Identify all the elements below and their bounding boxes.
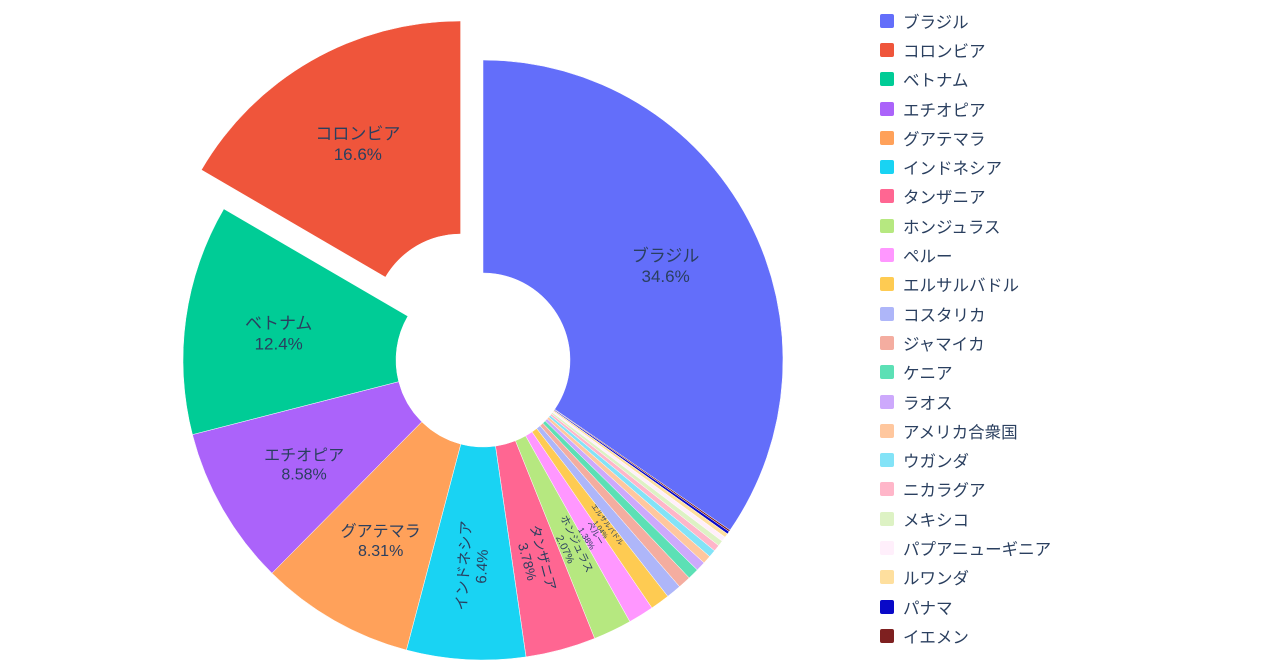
legend-item[interactable]: イエメン: [880, 621, 1051, 650]
legend-item-label: エチオピア: [903, 101, 986, 120]
legend-item-label: ブラジル: [903, 13, 969, 32]
pie-slice-label: コロンビア 16.6%: [315, 125, 400, 164]
legend-item[interactable]: タンザニア: [880, 182, 1051, 211]
legend-item[interactable]: ペルー: [880, 240, 1051, 269]
legend-color-swatch: [880, 218, 894, 233]
legend-color-swatch: [880, 42, 894, 57]
legend-color-swatch: [880, 101, 894, 116]
legend-item-label: アメリカ合衆国: [903, 423, 1018, 442]
pie-slice[interactable]: [482, 59, 784, 531]
legend-item-label: パナマ: [903, 599, 953, 618]
legend-item-label: ベトナム: [903, 72, 969, 91]
legend-item-label: コロンビア: [903, 42, 986, 61]
pie-slice[interactable]: [271, 421, 462, 651]
legend-item-label: ルワンダ: [903, 570, 969, 589]
legend-item[interactable]: グアテマラ: [880, 123, 1051, 152]
legend-item[interactable]: アメリカ合衆国: [880, 416, 1051, 445]
legend: ブラジルコロンビアベトナムエチオピアグアテマラインドネシア タンザニアホンジュラス…: [880, 6, 1051, 651]
legend-color-swatch: [880, 306, 894, 321]
legend-item-label: メキシコ: [903, 511, 969, 530]
legend-item[interactable]: ウガンダ: [880, 445, 1051, 474]
legend-item-label: ケニア: [903, 365, 953, 384]
legend-color-swatch: [880, 189, 894, 204]
legend-item[interactable]: パナマ: [880, 592, 1051, 621]
legend-item-label: コスタリカ: [903, 306, 986, 325]
legend-color-swatch: [880, 423, 894, 438]
legend-item-label: パプアニューギニア: [903, 540, 1052, 559]
pie-slice-label: エチオピア 8.58%: [264, 447, 344, 483]
legend-color-swatch: [880, 13, 894, 28]
pie-slice-label: ベトナム 12.4%: [245, 314, 313, 353]
legend-item-label: ジャマイカ: [903, 335, 985, 354]
pie-slice[interactable]: [192, 381, 423, 574]
pie-slice[interactable]: [201, 20, 461, 278]
legend-item[interactable]: パプアニューギニア: [880, 533, 1051, 562]
legend-item-label: インドネシア: [903, 160, 1002, 179]
legend-color-swatch: [880, 160, 894, 175]
legend-item[interactable]: ブラジル: [880, 6, 1051, 35]
legend-color-swatch: [880, 365, 894, 380]
legend-item-label: ホンジュラス: [903, 218, 1001, 237]
legend-color-swatch: [880, 511, 894, 526]
legend-item[interactable]: メキシコ: [880, 504, 1051, 533]
legend-item[interactable]: ケニア: [880, 358, 1051, 387]
legend-item[interactable]: ジャマイカ: [880, 328, 1051, 357]
legend-item[interactable]: インドネシア: [880, 152, 1051, 181]
pie-slice-label: グアテマラ 8.31%: [341, 523, 421, 560]
pie-slice[interactable]: [182, 208, 409, 435]
legend-item[interactable]: ホンジュラス: [880, 211, 1051, 240]
legend-item[interactable]: ラオス: [880, 387, 1051, 416]
legend-item-label: ラオス: [903, 394, 953, 413]
pie-slice[interactable]: [406, 443, 527, 661]
legend-color-swatch: [880, 394, 894, 409]
legend-item[interactable]: コロンビア: [880, 35, 1051, 64]
legend-item-label: ニカラグア: [903, 482, 986, 501]
legend-item-label: イエメン: [903, 628, 969, 647]
legend-item-label: ペルー: [903, 248, 953, 267]
legend-color-swatch: [880, 540, 894, 555]
legend-item-label: グアテマラ: [903, 130, 986, 149]
legend-item[interactable]: ニカラグア: [880, 475, 1051, 504]
legend-color-swatch: [880, 453, 894, 468]
legend-item[interactable]: エルサルバドル: [880, 270, 1051, 299]
legend-item[interactable]: ルワンダ: [880, 563, 1051, 592]
legend-color-swatch: [880, 335, 894, 350]
legend-color-swatch: [880, 599, 894, 614]
legend-item[interactable]: エチオピア: [880, 94, 1051, 123]
legend-color-swatch: [880, 482, 894, 497]
legend-item-label: エルサルバドル: [903, 277, 1019, 296]
legend-item-label: タンザニア: [903, 189, 986, 208]
legend-color-swatch: [880, 130, 894, 145]
legend-color-swatch: [880, 570, 894, 585]
legend-color-swatch: [880, 628, 894, 643]
legend-color-swatch: [880, 277, 894, 292]
legend-color-swatch: [880, 72, 894, 87]
pie-slice-label: インドネシア6.4%: [453, 520, 493, 612]
legend-color-swatch: [880, 248, 894, 263]
legend-item[interactable]: ベトナム: [880, 65, 1051, 94]
legend-item[interactable]: コスタリカ: [880, 299, 1051, 328]
legend-item-label: ウガンダ: [903, 453, 969, 472]
pie-slice-label: ブラジル 34.6%: [632, 245, 700, 285]
